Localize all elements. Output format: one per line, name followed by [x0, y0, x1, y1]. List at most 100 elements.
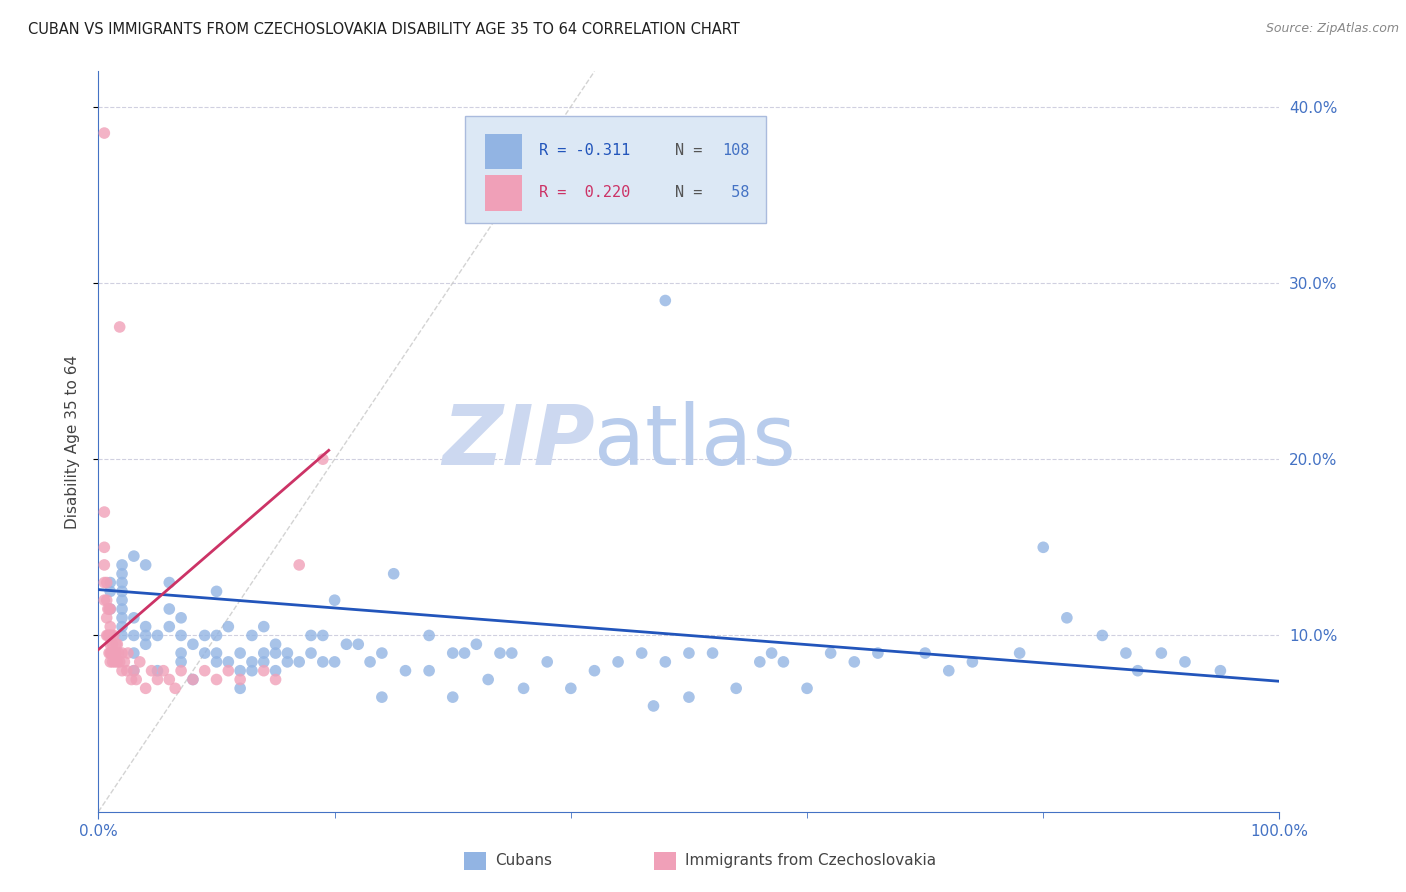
Point	[276, 646, 298, 660]
Point	[122, 646, 145, 660]
Point	[135, 637, 157, 651]
Point	[796, 681, 818, 696]
Point	[654, 293, 676, 308]
Point	[115, 664, 138, 678]
Point	[240, 655, 263, 669]
Text: Cubans: Cubans	[495, 854, 553, 868]
Point	[96, 611, 118, 625]
Point	[125, 673, 148, 687]
Point	[1032, 541, 1054, 555]
Point	[93, 558, 115, 572]
Point	[276, 655, 298, 669]
Point	[229, 646, 252, 660]
Point	[104, 655, 127, 669]
Point	[194, 664, 217, 678]
Point	[111, 611, 134, 625]
Point	[323, 655, 346, 669]
Point	[914, 646, 936, 660]
Point	[170, 664, 193, 678]
Point	[111, 602, 134, 616]
Point	[820, 646, 842, 660]
Point	[98, 646, 121, 660]
Point	[170, 611, 193, 625]
Point	[117, 646, 139, 660]
Point	[96, 628, 118, 642]
Point	[194, 646, 217, 660]
Point	[194, 628, 217, 642]
Point	[240, 664, 263, 678]
Point	[761, 646, 783, 660]
Point	[253, 655, 276, 669]
Point	[157, 619, 180, 633]
Text: N =: N =	[675, 143, 702, 158]
Point	[512, 681, 534, 696]
Point	[122, 611, 145, 625]
Point	[1091, 628, 1114, 642]
Point	[217, 619, 239, 633]
Point	[108, 320, 131, 334]
Point	[394, 664, 416, 678]
Point	[103, 646, 125, 660]
Point	[264, 664, 287, 678]
Point	[146, 673, 169, 687]
Y-axis label: Disability Age 35 to 64: Disability Age 35 to 64	[65, 354, 80, 529]
Point	[98, 619, 121, 633]
Point	[1115, 646, 1137, 660]
Point	[112, 655, 135, 669]
Point	[702, 646, 724, 660]
Point	[205, 646, 228, 660]
Point	[181, 673, 204, 687]
Point	[264, 673, 287, 687]
Point	[382, 566, 405, 581]
Point	[560, 681, 582, 696]
Point	[165, 681, 187, 696]
Point	[240, 628, 263, 642]
Point	[96, 575, 118, 590]
Point	[111, 593, 134, 607]
FancyBboxPatch shape	[485, 175, 523, 211]
Point	[501, 646, 523, 660]
Point	[312, 628, 335, 642]
Point	[97, 602, 120, 616]
Point	[111, 584, 134, 599]
Point	[477, 673, 499, 687]
Point	[1056, 611, 1078, 625]
Point	[253, 646, 276, 660]
Point	[146, 664, 169, 678]
Point	[108, 655, 131, 669]
Point	[288, 655, 311, 669]
Point	[98, 637, 121, 651]
Point	[347, 637, 370, 651]
Point	[122, 549, 145, 563]
Point	[217, 655, 239, 669]
Point	[170, 628, 193, 642]
Point	[441, 690, 464, 705]
Point	[105, 655, 128, 669]
Point	[607, 655, 630, 669]
Point	[323, 593, 346, 607]
Point	[654, 655, 676, 669]
Point	[844, 655, 866, 669]
FancyBboxPatch shape	[464, 116, 766, 223]
Point	[630, 646, 652, 660]
Point	[253, 619, 276, 633]
Point	[229, 673, 252, 687]
Point	[229, 664, 252, 678]
Point	[205, 628, 228, 642]
Point	[312, 452, 335, 467]
Point	[1150, 646, 1173, 660]
Point	[371, 690, 394, 705]
Point	[583, 664, 606, 678]
Point	[264, 646, 287, 660]
Point	[97, 628, 120, 642]
Point	[135, 628, 157, 642]
Text: N =: N =	[675, 185, 702, 200]
Point	[359, 655, 381, 669]
Point	[678, 690, 700, 705]
Point	[93, 541, 115, 555]
Text: R =  0.220: R = 0.220	[538, 185, 630, 200]
Point	[418, 628, 440, 642]
Text: 58: 58	[723, 185, 749, 200]
Point	[299, 646, 322, 660]
Point	[141, 664, 163, 678]
